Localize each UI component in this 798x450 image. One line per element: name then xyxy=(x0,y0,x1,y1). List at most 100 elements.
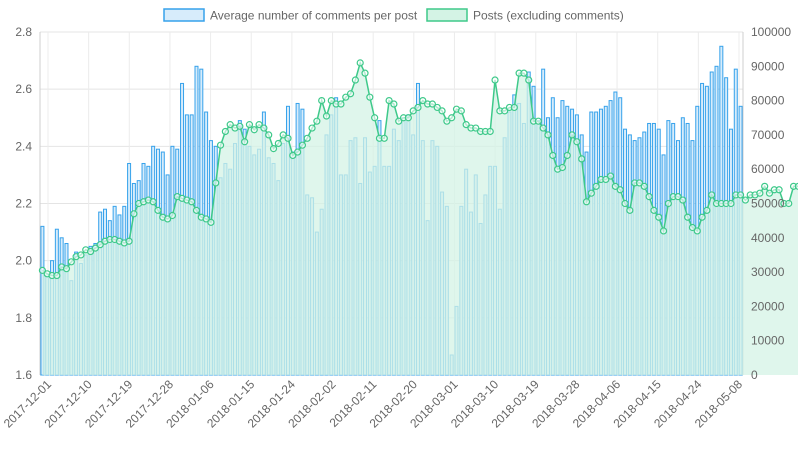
posts-point xyxy=(313,117,321,125)
posts-point xyxy=(727,199,735,208)
posts-point xyxy=(163,215,172,223)
legend-label-avg-comments: Average number of comments per post xyxy=(210,9,418,23)
posts-area-fill xyxy=(42,62,798,375)
posts-point xyxy=(380,134,388,142)
posts-point xyxy=(414,103,422,112)
posts-point xyxy=(741,196,750,204)
posts-point xyxy=(212,179,220,187)
posts-point xyxy=(356,59,364,67)
posts-point xyxy=(322,112,331,120)
y-right-tick-label: 30000 xyxy=(751,265,785,279)
posts-point xyxy=(260,124,268,132)
y-right-tick-label: 10000 xyxy=(751,334,785,348)
posts-point xyxy=(404,114,412,122)
posts-point xyxy=(736,191,745,199)
posts-point xyxy=(684,213,692,221)
posts-point xyxy=(269,145,278,153)
posts-point xyxy=(578,155,586,163)
posts-point xyxy=(255,121,263,129)
posts-point xyxy=(539,124,547,132)
posts-point xyxy=(385,96,393,105)
posts-point xyxy=(472,124,480,132)
posts-point xyxy=(693,227,701,235)
y-axis-right: 0 10000 20000 30000 40000 50000 60000 70000 8000… xyxy=(751,25,791,382)
y-left-tick-label: 2.4 xyxy=(15,139,32,153)
posts-point xyxy=(794,182,798,190)
y-left-tick-label: 2.2 xyxy=(15,197,32,211)
posts-point xyxy=(568,131,576,139)
posts-point xyxy=(390,100,398,108)
y-right-tick-label: 20000 xyxy=(751,299,785,313)
posts-point xyxy=(250,126,258,134)
posts-point xyxy=(62,265,71,273)
y-right-tick-label: 70000 xyxy=(751,128,785,142)
posts-point xyxy=(621,199,629,208)
posts-point xyxy=(775,186,783,194)
posts-point xyxy=(226,121,234,129)
posts-point xyxy=(236,122,244,130)
posts-point xyxy=(611,182,620,190)
posts-point xyxy=(558,163,567,172)
y-right-tick-label: 80000 xyxy=(751,94,785,108)
legend-label-posts: Posts (excluding comments) xyxy=(473,9,624,23)
posts-point xyxy=(655,213,663,221)
posts-point xyxy=(659,227,668,235)
posts-point xyxy=(756,189,764,197)
posts-point xyxy=(395,117,403,125)
posts-point xyxy=(765,189,774,197)
posts-point xyxy=(679,196,687,204)
posts-point xyxy=(279,131,287,139)
posts-point xyxy=(448,114,456,122)
posts-point xyxy=(168,211,177,220)
posts-point xyxy=(592,182,600,190)
posts-point xyxy=(587,189,595,197)
posts-point xyxy=(245,121,254,129)
y-left-tick-label: 1.6 xyxy=(15,368,32,382)
posts-point xyxy=(202,215,210,223)
posts-point xyxy=(207,218,215,226)
posts-point xyxy=(462,121,470,129)
posts-point xyxy=(274,139,282,148)
y-axis-left: 1.6 1.8 2.0 2.2 2.4 2.6 2.8 xyxy=(15,25,32,382)
y-right-tick-label: 60000 xyxy=(751,162,785,176)
posts-point xyxy=(563,151,571,160)
posts-point xyxy=(284,134,292,142)
posts-point xyxy=(708,191,716,199)
posts-point xyxy=(486,127,494,136)
y-right-tick-label: 100000 xyxy=(751,25,791,39)
posts-point xyxy=(602,175,610,184)
posts-point xyxy=(438,107,446,115)
legend-item-avg-comments[interactable]: Average number of comments per post xyxy=(163,8,418,23)
y-left-tick-label: 1.8 xyxy=(15,311,32,325)
posts-point xyxy=(664,199,672,208)
posts-point xyxy=(130,210,138,218)
posts-point xyxy=(428,100,437,108)
posts-point xyxy=(544,131,552,139)
posts-point xyxy=(409,107,417,115)
y-right-tick-label: 50000 xyxy=(751,197,785,211)
posts-point xyxy=(318,96,326,105)
line-series-posts xyxy=(38,59,798,375)
posts-point xyxy=(616,186,624,194)
posts-point xyxy=(337,100,345,108)
posts-point xyxy=(38,266,47,274)
posts-point xyxy=(91,244,99,252)
posts-point xyxy=(640,182,648,190)
posts-point xyxy=(510,103,518,112)
posts-point xyxy=(419,96,427,105)
posts-point xyxy=(188,198,196,206)
posts-point xyxy=(761,182,769,190)
legend-item-posts[interactable]: Posts (excluding comments) xyxy=(426,8,624,23)
y-left-tick-label: 2.6 xyxy=(15,82,32,96)
posts-point xyxy=(703,206,711,214)
posts-point xyxy=(53,271,61,280)
posts-point xyxy=(457,107,465,115)
legend-swatch-posts xyxy=(426,8,468,22)
legend[interactable]: Average number of comments per post Post… xyxy=(163,8,624,23)
posts-point xyxy=(154,206,162,214)
posts-point xyxy=(327,96,335,105)
posts-point xyxy=(443,117,451,125)
posts-point xyxy=(491,76,499,84)
posts-point xyxy=(525,76,533,84)
